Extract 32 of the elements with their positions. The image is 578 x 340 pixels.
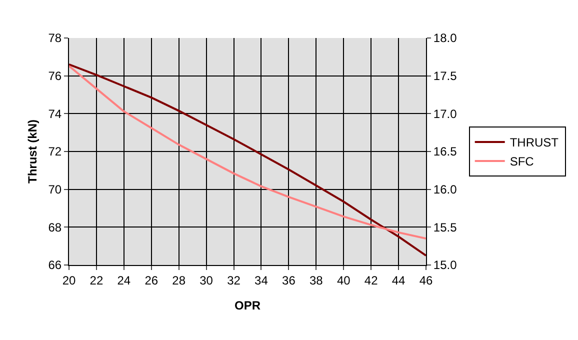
y-tick-label: 78: [48, 31, 62, 46]
y-tick-label: 68: [48, 220, 62, 234]
x-tick-label: 36: [282, 273, 296, 288]
y-tick-label: 66: [48, 258, 62, 272]
x-tick-label: 40: [336, 273, 351, 288]
x-axis-title: OPR: [234, 298, 261, 312]
x-tick-label: 34: [254, 273, 268, 288]
x-tick-label: 20: [62, 273, 76, 288]
x-tick-label: 24: [117, 273, 131, 288]
x-tick-label: 22: [90, 273, 104, 288]
y2-tick-label: 16.5: [433, 144, 458, 159]
y2-tick-label: 16.0: [433, 182, 458, 197]
x-tick-label: 26: [144, 273, 158, 288]
y2-tick-label: 15.0: [433, 258, 458, 272]
y-tick-label: 70: [48, 182, 62, 197]
y2-tick-label: 15.5: [433, 220, 458, 234]
y-axis-title: Thrust (kN): [26, 120, 40, 184]
legend-label: THRUST: [510, 136, 560, 150]
x-tick-label: 42: [364, 273, 378, 288]
x-tick-label: 46: [419, 273, 433, 288]
y-tick-label: 72: [48, 144, 62, 159]
x-tick-label: 28: [172, 273, 186, 288]
x-tick-label: 44: [392, 273, 406, 288]
y-tick-label: 74: [48, 106, 62, 121]
x-tick-label: 30: [200, 273, 214, 288]
x-tick-label: 38: [309, 273, 324, 288]
y2-tick-label: 17.5: [433, 69, 458, 84]
y2-tick-label: 18.0: [433, 31, 458, 46]
legend-label: SFC: [510, 154, 534, 169]
y-tick-label: 76: [48, 69, 62, 84]
y2-tick-label: 17.0: [433, 106, 458, 121]
x-tick-label: 32: [227, 273, 241, 288]
